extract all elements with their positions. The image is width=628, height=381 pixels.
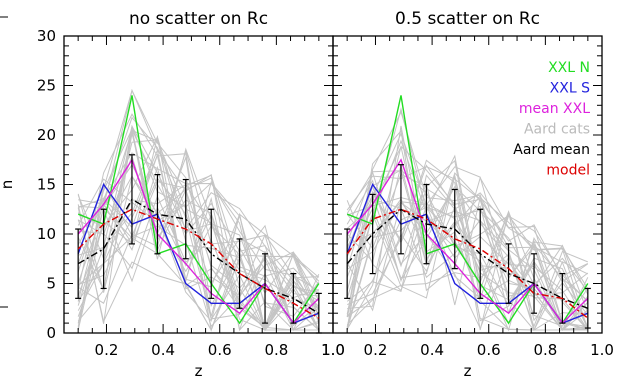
x-axis-label: z xyxy=(464,362,472,380)
legend-entry: XXL S xyxy=(550,81,590,97)
aard-cat-line xyxy=(78,195,320,329)
aard-cat-line xyxy=(346,201,589,331)
x-tick-label: 0.8 xyxy=(533,341,557,359)
aard-cat-line xyxy=(346,145,589,296)
y-tick-label: 0 xyxy=(46,324,56,342)
aard-cat-line xyxy=(346,159,589,303)
y-tick-label: 10 xyxy=(37,225,56,243)
legend-entry: XXL N xyxy=(548,60,590,76)
y-axis: 0 5 10 15 20 25 30 xyxy=(37,27,333,342)
x-tick-label: 0.2 xyxy=(95,341,119,359)
x-tick-label: 0.4 xyxy=(151,341,175,359)
legend: XXL N XXL S mean XXL Aard cats Aard mean mode… xyxy=(0,16,590,308)
series-mean-xxl xyxy=(346,158,589,325)
x-tick-label: 0.4 xyxy=(420,341,444,359)
x-axis: 0.2 0.4 0.6 0.8 1.0 xyxy=(77,36,345,359)
y-tick-label: 25 xyxy=(37,77,56,95)
panel-title: 0.5 scatter on Rc xyxy=(395,9,540,29)
x-axis-label: z xyxy=(195,362,203,380)
aard-cat-line xyxy=(346,185,588,328)
y-axis xyxy=(333,35,602,334)
aard-cat-line xyxy=(77,175,320,317)
legend-entry: Aard mean xyxy=(513,142,590,158)
series-mean-xxl xyxy=(77,158,320,325)
y-axis-label: n xyxy=(0,180,16,190)
aard-cat-line xyxy=(346,110,589,331)
aard-cat-line xyxy=(77,127,320,332)
aard-cat-line xyxy=(346,170,589,315)
legend-entry: mean XXL xyxy=(519,101,590,117)
aard-cat-line xyxy=(77,132,320,331)
aard-cat-line xyxy=(78,153,319,331)
aard-cat-line xyxy=(346,253,589,327)
series-line xyxy=(77,158,320,325)
series-model xyxy=(346,208,589,319)
x-tick-label: 0.6 xyxy=(208,341,232,359)
aard-cat-line xyxy=(77,207,319,332)
series-line xyxy=(346,208,589,309)
panel-no-scatter: 0.2 0.4 0.6 0.8 1.0 0 5 10 15 20 25 30 no scatter on… xyxy=(0,9,345,380)
y-tick-label: 15 xyxy=(37,176,56,194)
aard-cat-line xyxy=(77,124,320,317)
y-tick-label: 5 xyxy=(46,275,56,293)
y-tick-label: 30 xyxy=(37,27,56,45)
y-tick-label: 20 xyxy=(37,126,56,144)
aard-cat-line xyxy=(77,154,320,295)
aard-cat-line xyxy=(77,225,320,328)
series-line xyxy=(346,208,589,319)
series-line xyxy=(77,208,320,319)
panel-half-scatter: 1.0 0.2 0.4 0.6 0.8 1.0 0.5 scatter on Rc z xyxy=(321,9,614,380)
x-tick-label: 1.0 xyxy=(321,341,345,359)
aard-cat-line xyxy=(346,170,588,331)
series-model xyxy=(77,208,320,319)
series-line xyxy=(346,158,589,325)
aard-cat-line xyxy=(77,139,320,328)
panel-title: no scatter on Rc xyxy=(129,9,268,29)
aard-cat-lines xyxy=(77,88,320,332)
x-tick-label: 1.0 xyxy=(321,341,345,359)
x-tick-label: 1.0 xyxy=(590,341,614,359)
x-tick-label: 0.2 xyxy=(364,341,388,359)
x-tick-label: 0.8 xyxy=(264,341,288,359)
x-tick-label: 0.6 xyxy=(477,341,501,359)
aard-cat-line xyxy=(77,183,320,286)
aard-cat-line xyxy=(347,164,588,331)
legend-entry: model xyxy=(546,163,590,179)
legend-entry: Aard cats xyxy=(524,122,590,138)
x-axis: 1.0 0.2 0.4 0.6 0.8 1.0 xyxy=(321,36,614,359)
